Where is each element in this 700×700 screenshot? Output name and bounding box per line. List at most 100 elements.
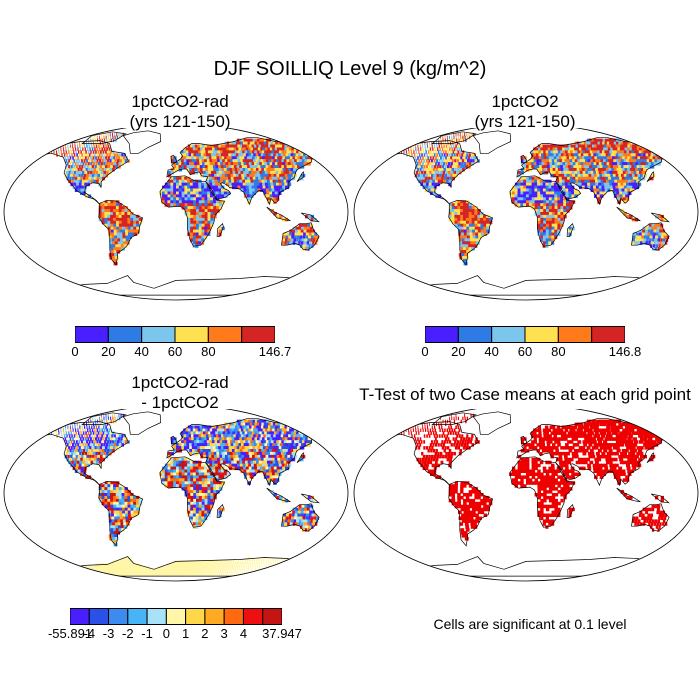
grid-cell xyxy=(523,182,527,187)
grid-cell xyxy=(298,443,303,447)
grid-cell xyxy=(617,170,622,175)
grid-cell xyxy=(85,194,89,198)
grid-cell xyxy=(542,168,546,172)
grid-cell xyxy=(228,446,233,450)
grid-cell xyxy=(439,147,441,151)
grid-cell xyxy=(448,153,451,157)
grid-cell xyxy=(170,463,174,468)
grid-cell xyxy=(581,179,585,184)
grid-cell xyxy=(209,443,214,447)
grid-cell xyxy=(471,209,475,213)
grid-cell xyxy=(226,446,230,450)
grid-cell xyxy=(290,168,295,172)
grid-cell xyxy=(201,232,205,236)
grid-cell xyxy=(170,159,174,163)
grid-cell xyxy=(162,466,166,471)
grid-cell xyxy=(634,156,640,160)
grid-cell xyxy=(537,200,541,204)
grid-cell xyxy=(457,226,462,231)
grid-cell xyxy=(212,469,217,473)
grid-cell xyxy=(534,200,539,204)
grid-cell xyxy=(110,220,114,225)
grid-cell xyxy=(203,153,207,157)
grid-cell xyxy=(430,176,433,181)
grid-cell xyxy=(648,223,652,228)
grid-cell xyxy=(551,220,556,225)
grid-cell xyxy=(256,170,261,175)
grid-cell xyxy=(225,153,230,157)
grid-cell xyxy=(551,156,555,160)
grid-cell xyxy=(456,168,460,172)
grid-cell xyxy=(242,440,247,444)
grid-cell xyxy=(625,194,629,198)
grid-cell xyxy=(121,153,124,157)
grid-cell xyxy=(537,206,541,210)
grid-cell xyxy=(624,176,629,181)
grid-cell xyxy=(224,156,228,160)
grid-cell xyxy=(571,188,575,192)
grid-cell xyxy=(215,449,220,453)
grid-cell xyxy=(188,153,192,157)
grid-cell xyxy=(97,431,100,435)
grid-cell xyxy=(243,419,249,424)
grid-cell xyxy=(307,156,313,160)
grid-cell xyxy=(233,176,238,181)
grid-cell xyxy=(297,446,302,450)
grid-cell xyxy=(231,437,236,441)
grid-cell xyxy=(260,173,265,178)
grid-cell xyxy=(631,159,636,163)
grid-cell xyxy=(528,197,533,201)
grid-cell xyxy=(106,434,109,438)
grid-cell xyxy=(466,153,469,157)
grid-cell xyxy=(233,443,238,447)
grid-cell xyxy=(216,454,221,459)
grid-cell xyxy=(467,159,470,163)
grid-cell xyxy=(570,185,575,190)
grid-cell xyxy=(277,176,282,181)
grid-cell xyxy=(308,150,314,154)
grid-cell xyxy=(255,176,260,181)
grid-cell xyxy=(173,203,177,207)
grid-cell xyxy=(189,460,194,465)
grid-cell xyxy=(474,217,478,222)
grid-cell xyxy=(188,431,192,435)
grid-cell xyxy=(616,176,621,181)
grid-cell xyxy=(590,170,595,175)
grid-cell xyxy=(266,475,271,479)
grid-cell xyxy=(187,475,191,479)
coastline-png xyxy=(300,212,320,223)
grid-cell xyxy=(277,168,282,172)
grid-cell xyxy=(293,425,300,429)
grid-cell xyxy=(262,428,268,432)
grid-cell xyxy=(245,466,250,471)
grid-cell xyxy=(211,454,215,459)
grid-cell xyxy=(75,428,77,432)
grid-cell xyxy=(240,434,245,438)
grid-cell xyxy=(173,168,177,172)
grid-cell xyxy=(99,457,103,462)
grid-cell xyxy=(164,203,168,207)
grid-cell xyxy=(232,144,237,148)
panel-ctl-title-line1: 1pctCO2 xyxy=(491,92,559,111)
grid-cell xyxy=(621,168,627,172)
grid-cell xyxy=(542,147,547,151)
grid-cell xyxy=(123,153,126,157)
grid-cell xyxy=(436,159,439,163)
grid-cell xyxy=(468,220,473,225)
grid-cell xyxy=(244,431,249,435)
grid-cell xyxy=(214,147,219,151)
grid-cell xyxy=(107,501,111,506)
grid-cell xyxy=(641,170,646,175)
grid-cell xyxy=(127,510,132,515)
grid-cell xyxy=(445,170,448,175)
grid-cell xyxy=(408,147,409,151)
grid-cell xyxy=(195,153,200,157)
grid-cell xyxy=(642,241,646,245)
grid-cell xyxy=(130,504,134,509)
grid-cell xyxy=(295,162,301,166)
grid-cell xyxy=(77,449,80,453)
grid-cell xyxy=(223,188,228,192)
grid-cell xyxy=(568,206,573,210)
grid-cell xyxy=(218,469,222,473)
grid-cell xyxy=(87,156,90,160)
